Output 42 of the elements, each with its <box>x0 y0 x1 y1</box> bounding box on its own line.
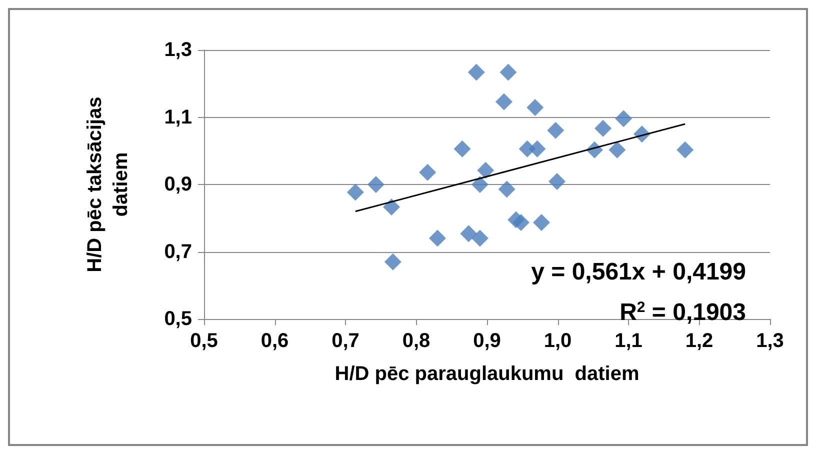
point <box>477 162 494 179</box>
point <box>495 93 512 110</box>
annotation: y = 0,561x + 0,4199 <box>531 258 746 286</box>
y-tick-label: 1,1 <box>164 106 192 128</box>
x-tick-label: 1,2 <box>685 330 714 352</box>
point <box>676 141 694 158</box>
point <box>548 172 566 190</box>
point <box>608 141 626 158</box>
point <box>528 140 546 158</box>
x-axis-title: H/D pēc parauglaukumu datiem <box>334 363 640 385</box>
point <box>526 99 544 116</box>
point <box>428 230 446 247</box>
point <box>382 198 400 216</box>
x-tick-label: 0,9 <box>473 330 501 352</box>
point <box>468 64 485 81</box>
point <box>471 176 488 193</box>
point <box>419 164 436 181</box>
point <box>512 214 530 231</box>
point <box>454 140 471 158</box>
point <box>532 214 550 231</box>
point <box>384 253 402 270</box>
x-tick-label: 0,8 <box>402 330 430 352</box>
y-tick-label: 0,5 <box>164 308 192 330</box>
point <box>500 64 517 81</box>
point <box>367 176 384 193</box>
x-tick-label: 1,3 <box>756 330 784 352</box>
x-tick-label: 0,7 <box>332 330 360 352</box>
x-tick-label: 0,6 <box>260 330 289 352</box>
point <box>498 180 516 198</box>
y-tick-label: 1,3 <box>164 39 192 61</box>
point <box>471 230 488 247</box>
point <box>615 110 632 128</box>
y-tick-label: 0,9 <box>164 174 192 196</box>
y-axis-title: H/D pēc taksācijas datiem <box>84 96 132 272</box>
x-tick-label: 0,5 <box>190 330 218 352</box>
point <box>594 120 612 137</box>
point <box>547 122 564 139</box>
x-tick-label: 1,1 <box>614 330 642 352</box>
x-tick-label: 1,0 <box>544 330 572 352</box>
point <box>460 225 478 242</box>
point <box>346 184 364 201</box>
y-tick-label: 0,7 <box>164 240 192 263</box>
